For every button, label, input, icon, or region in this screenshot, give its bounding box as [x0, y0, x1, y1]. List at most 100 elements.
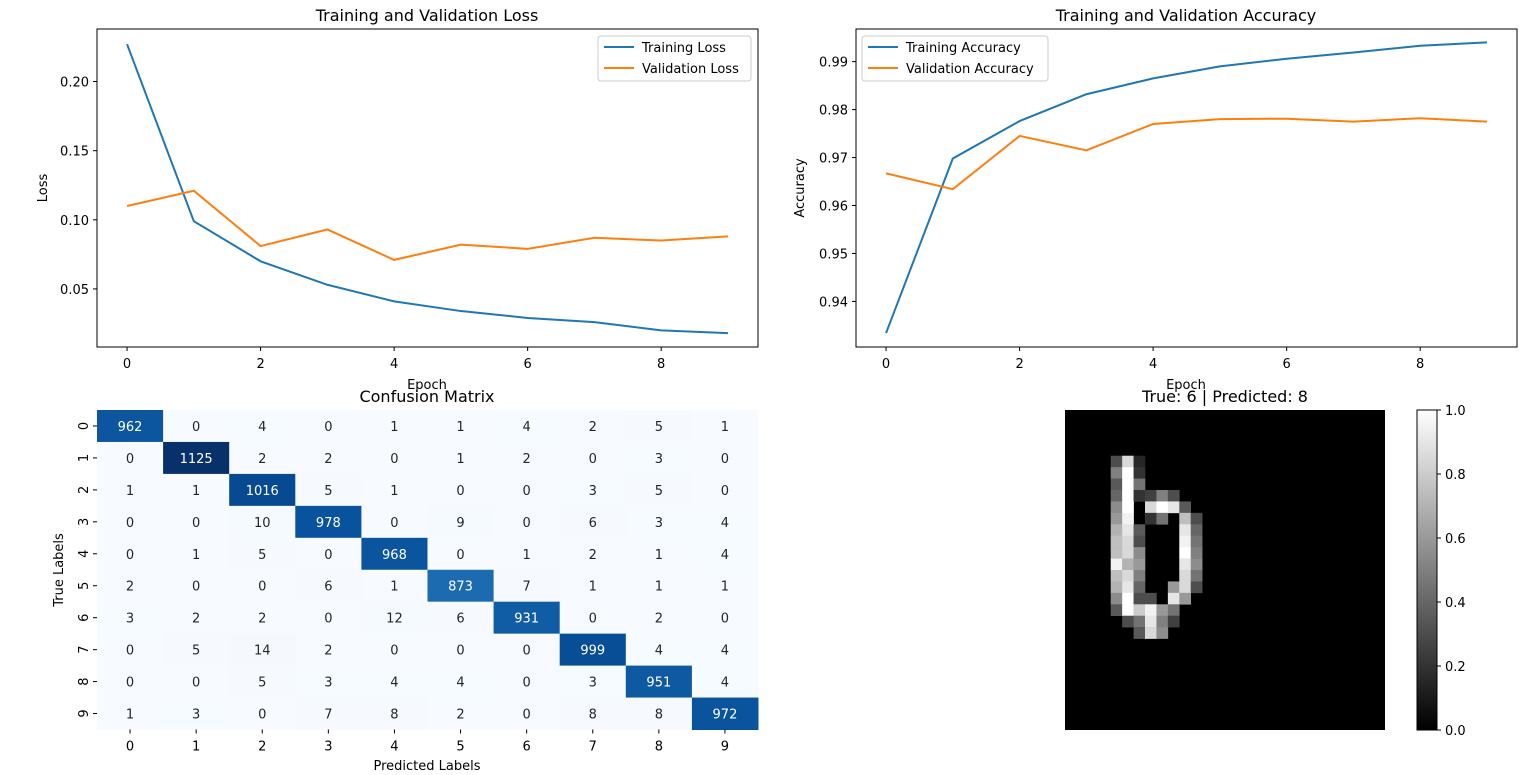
confusion-matrix-cell [625, 473, 693, 507]
confusion-matrix-cell [427, 697, 495, 730]
sample-image-pixel [1156, 490, 1169, 502]
sample-image-pixel [1110, 467, 1123, 479]
colorbar-tick-label: 0.6 [1445, 532, 1466, 547]
accuracy-y-tick-label: 0.97 [819, 152, 848, 167]
sample-image-pixels [1110, 455, 1203, 639]
confusion-matrix-cell-value: 2 [192, 612, 200, 627]
confusion-matrix-cell-value: 1 [390, 420, 398, 435]
confusion-matrix-y-tick-label: 6 [77, 614, 92, 622]
loss-series-line-validation [126, 189, 729, 261]
confusion-matrix-cell-value: 5 [192, 644, 200, 659]
sample-image-pixel [1167, 581, 1180, 594]
confusion-matrix-cell-value: 0 [390, 644, 398, 659]
confusion-matrix-cell-value: 0 [390, 452, 398, 467]
loss-chart-title: Training and Validation Loss [315, 6, 539, 25]
loss-legend: Training Loss Validation Loss [597, 35, 752, 82]
confusion-matrix-cell-value: 4 [721, 676, 729, 691]
sample-image-pixel [1167, 615, 1180, 628]
confusion-matrix-x-tick-label: 2 [258, 740, 266, 755]
confusion-matrix-cell-value: 0 [258, 708, 266, 723]
accuracy-series-line-validation [885, 117, 1488, 191]
confusion-matrix-cell-value: 6 [324, 580, 332, 595]
confusion-matrix-cell-value: 1016 [246, 484, 279, 499]
sample-image-pixel [1110, 547, 1123, 559]
confusion-matrix-cell-value: 2 [655, 612, 663, 627]
confusion-matrix-cell-value: 8 [655, 708, 663, 723]
sample-image-pixel [1179, 581, 1192, 594]
loss-x-axis-label: Epoch [407, 378, 447, 393]
confusion-matrix-cell [295, 697, 362, 730]
sample-image-pixel [1133, 490, 1146, 502]
sample-image-pixel [1179, 592, 1192, 605]
confusion-matrix-cell-value: 4 [258, 420, 266, 435]
confusion-matrix-cell [229, 633, 296, 667]
colorbar [1416, 409, 1438, 731]
colorbar-tick-label: 0.0 [1445, 724, 1466, 739]
accuracy-series-layer [885, 41, 1488, 334]
confusion-matrix-cell-value: 5 [655, 484, 663, 499]
confusion-matrix-cell-value: 0 [523, 644, 531, 659]
confusion-matrix-cell-value: 8 [589, 708, 597, 723]
confusion-matrix-cell [691, 473, 759, 507]
confusion-matrix-cell-value: 0 [390, 516, 398, 531]
sample-image-pixel [1190, 524, 1203, 537]
confusion-matrix-cell [295, 633, 362, 667]
sample-image-pixel [1179, 524, 1192, 537]
confusion-matrix-cell [559, 569, 627, 603]
confusion-matrix-cell-value: 1 [721, 420, 729, 435]
confusion-matrix-y-tick-label: 9 [77, 709, 92, 717]
confusion-matrix-cell-value: 3 [589, 484, 597, 499]
confusion-matrix-cell-value: 1 [390, 580, 398, 595]
sample-image-pixel [1190, 570, 1203, 582]
sample-image-pixel [1110, 478, 1123, 491]
confusion-matrix-cell [163, 633, 230, 667]
confusion-matrix-cell-value: 1 [589, 580, 597, 595]
confusion-matrix-cell [625, 537, 693, 571]
confusion-matrix-cell [625, 505, 693, 539]
confusion-matrix-cell [361, 410, 428, 443]
confusion-matrix-cell-value: 0 [589, 452, 597, 467]
confusion-matrix-cell [229, 505, 296, 539]
sample-image-pixel [1122, 604, 1134, 617]
confusion-matrix-cell [427, 537, 495, 571]
confusion-matrix-cell [691, 441, 759, 475]
confusion-matrix-cell-value: 4 [721, 516, 729, 531]
confusion-matrix-cell-value: 0 [192, 676, 200, 691]
confusion-matrix-cell [361, 505, 428, 539]
confusion-matrix-cell [163, 505, 230, 539]
sample-image-pixel [1122, 512, 1134, 525]
confusion-matrix-cell [361, 697, 428, 730]
sample-image-pixel [1145, 592, 1157, 605]
confusion-matrix-cell-value: 2 [258, 452, 266, 467]
confusion-matrix-cell [625, 410, 693, 443]
sample-image-pixel [1110, 592, 1123, 605]
loss-x-tick-label: 6 [524, 357, 532, 372]
confusion-matrix-cell-value: 2 [126, 580, 134, 595]
confusion-matrix-cell-value: 1 [456, 420, 464, 435]
sample-image-pixel [1122, 558, 1134, 571]
confusion-matrix-cell-value: 0 [721, 452, 729, 467]
confusion-matrix-cell-value: 2 [589, 548, 597, 563]
sample-image-pixel [1179, 570, 1192, 582]
confusion-matrix-cell-value: 2 [324, 644, 332, 659]
sample-image-pixel [1110, 490, 1123, 502]
confusion-matrix-cell-value: 6 [456, 612, 464, 627]
confusion-matrix-cell [625, 569, 693, 603]
confusion-matrix-cell [625, 697, 693, 730]
sample-image-pixel [1156, 501, 1169, 514]
confusion-matrix-cell [493, 601, 561, 635]
accuracy-chart-title: Training and Validation Accuracy [1055, 6, 1317, 25]
sample-image-pixel [1133, 570, 1146, 582]
confusion-matrix-cell [559, 505, 627, 539]
confusion-matrix-cell-value: 14 [254, 644, 271, 659]
confusion-matrix-cell [361, 569, 428, 603]
sample-image-pixel [1190, 535, 1203, 548]
sample-image-pixel [1110, 535, 1123, 548]
sample-image-pixel [1156, 604, 1169, 617]
confusion-matrix-cell [625, 441, 693, 475]
confusion-matrix-cell-value: 3 [589, 676, 597, 691]
confusion-matrix-cell-value: 873 [448, 580, 473, 595]
sample-image-pixel [1179, 501, 1192, 514]
confusion-matrix-cell-value: 0 [456, 484, 464, 499]
confusion-matrix-cell [559, 665, 627, 699]
